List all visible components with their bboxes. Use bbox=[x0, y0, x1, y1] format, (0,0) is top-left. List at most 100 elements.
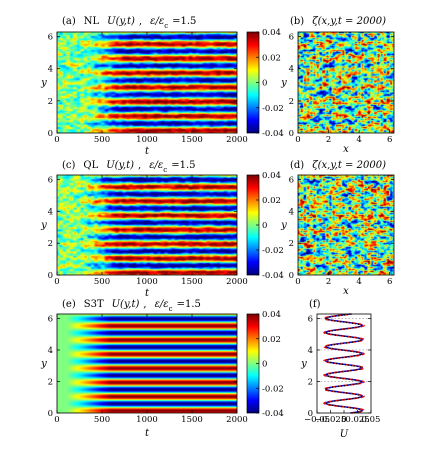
profile-ylabel: y bbox=[300, 359, 307, 370]
heatmap-ytick-label: 6 bbox=[48, 176, 53, 186]
vorticity-xtick-label: 6 bbox=[387, 135, 392, 145]
profile-xtick-label: −0.05 bbox=[304, 415, 330, 425]
heatmap-title-part: , bbox=[139, 16, 142, 27]
colorbar-tick-label: 0.04 bbox=[262, 28, 281, 38]
heatmap-title-part: c bbox=[169, 305, 173, 313]
heatmap-image bbox=[57, 314, 237, 413]
profile-xtick-label: 0.05 bbox=[362, 415, 381, 425]
heatmap-ytick-label: 4 bbox=[48, 207, 53, 217]
heatmap-ytick-label: 4 bbox=[48, 65, 53, 75]
heatmap-title: (c) QL U(y,t), ε/εc =1.5 bbox=[62, 160, 196, 174]
heatmap-ytick-label: 0 bbox=[48, 271, 53, 281]
colorbar-tick-label: -0.02 bbox=[262, 384, 284, 394]
heatmap-ytick-label: 2 bbox=[48, 97, 53, 107]
heatmap-title-part: (e) bbox=[62, 299, 76, 310]
vorticity-xlabel: x bbox=[343, 144, 349, 155]
heatmap-ylabel: y bbox=[40, 220, 47, 231]
vorticity-ytick-label: 4 bbox=[289, 207, 294, 217]
heatmap-title: (a) NL U(y,t), ε/εc =1.5 bbox=[62, 16, 196, 30]
heatmap-xtick-label: 1000 bbox=[136, 135, 158, 145]
colorbar-tick-label: -0.02 bbox=[262, 104, 284, 114]
colorbar-tick-label: 0.02 bbox=[262, 196, 281, 206]
profile-ytick-label: 4 bbox=[308, 346, 313, 356]
vorticity-axes bbox=[297, 174, 395, 276]
vorticity-ytick-label: 0 bbox=[289, 271, 294, 281]
vorticity-xlabel: x bbox=[343, 286, 349, 297]
vorticity-image bbox=[298, 32, 394, 133]
heatmap-title-part: =1.5 bbox=[171, 160, 195, 171]
profile-title: (f) bbox=[309, 299, 321, 310]
heatmap-xtick-label: 500 bbox=[94, 135, 110, 145]
vorticity-ylabel: y bbox=[280, 220, 287, 231]
profile-ytick-label: 6 bbox=[308, 314, 313, 324]
vorticity-image bbox=[298, 175, 394, 275]
heatmap-title-part: , bbox=[143, 299, 146, 310]
heatmap-image bbox=[57, 175, 237, 275]
panel-e: 0 500 1000 1500 2000 0 2 4 6 t y (e) S3T U(y,t), ε/εc =… bbox=[40, 299, 284, 439]
heatmap-xtick-label: 0 bbox=[54, 415, 59, 425]
heatmap-title-part: (a) bbox=[62, 16, 76, 27]
vorticity-xtick-label: 4 bbox=[356, 135, 361, 145]
profile-xtick-label: −0.025 bbox=[315, 415, 346, 425]
heatmap-image bbox=[57, 32, 237, 133]
vorticity-ylabel: y bbox=[280, 78, 287, 89]
vorticity-ytick-label: 0 bbox=[289, 129, 294, 139]
heatmap-xtick-label: 0 bbox=[54, 277, 59, 287]
heatmap-ytick-label: 0 bbox=[48, 129, 53, 139]
heatmap-title-part: U(y,t) bbox=[106, 160, 134, 171]
heatmap-ytick-label: 2 bbox=[48, 377, 53, 387]
profile-xlabel: U bbox=[340, 429, 349, 440]
heatmap-xtick-label: 2000 bbox=[226, 277, 248, 287]
heatmap-xtick-label: 1500 bbox=[181, 277, 203, 287]
vorticity-ytick-label: 2 bbox=[289, 239, 294, 249]
heatmap-xtick-label: 2000 bbox=[226, 135, 248, 145]
heatmap-xtick-label: 1500 bbox=[181, 135, 203, 145]
panel-b: 0 2 4 6 0 2 4 6 x y (b) ζ(x,y,t = 2000) bbox=[280, 16, 395, 155]
heatmap-xtick-label: 0 bbox=[54, 135, 59, 145]
vorticity-title-part: ζ(x,y,t = 2000) bbox=[312, 160, 386, 171]
colorbar-tick-label: -0.04 bbox=[262, 409, 284, 419]
heatmap-xtick-label: 1500 bbox=[181, 415, 203, 425]
colorbar-tick-label: 0.04 bbox=[262, 310, 281, 320]
heatmap-ytick-label: 6 bbox=[48, 314, 53, 324]
profile-series-line bbox=[326, 313, 362, 414]
heatmap-xlabel: t bbox=[145, 428, 150, 439]
vorticity-title: (b) ζ(x,y,t = 2000) bbox=[290, 16, 386, 27]
heatmap-title-part: S3T bbox=[84, 299, 104, 310]
heatmap-ytick-label: 6 bbox=[48, 33, 53, 43]
heatmap-ylabel: y bbox=[40, 78, 47, 89]
heatmap-xtick-label: 2000 bbox=[226, 415, 248, 425]
vorticity-xtick-label: 0 bbox=[295, 135, 300, 145]
vorticity-ytick-label: 2 bbox=[289, 97, 294, 107]
vorticity-title: (d) ζ(x,y,t = 2000) bbox=[290, 160, 386, 171]
profile-title-part: (f) bbox=[309, 299, 321, 310]
vorticity-xtick-label: 2 bbox=[326, 135, 331, 145]
colorbar-tick-label: 0.04 bbox=[262, 171, 281, 181]
heatmap-xlabel: t bbox=[145, 288, 150, 299]
colorbar-tick-label: 0 bbox=[262, 360, 267, 370]
heatmap-title-part: , bbox=[138, 160, 141, 171]
colorbar-tick-label: 0 bbox=[262, 79, 267, 89]
heatmap-title-part: QL bbox=[83, 160, 98, 171]
profile-ytick-label: 0 bbox=[308, 409, 313, 419]
heatmap-title-part: c bbox=[164, 22, 168, 30]
vorticity-ytick-label: 6 bbox=[289, 33, 294, 43]
heatmap-title-part: =1.5 bbox=[172, 16, 196, 27]
heatmap-xtick-label: 1000 bbox=[136, 277, 158, 287]
heatmap-title-part: ε/ε bbox=[150, 16, 164, 27]
colorbar-tick-label: 0 bbox=[262, 221, 267, 231]
panel-d: 0 2 4 6 0 2 4 6 x y (d) ζ(x,y,t = 2000) bbox=[280, 160, 395, 297]
vorticity-title-part: (d) bbox=[290, 160, 304, 171]
vorticity-xtick-label: 2 bbox=[326, 277, 331, 287]
vorticity-xtick-label: 4 bbox=[356, 277, 361, 287]
heatmap-xtick-label: 500 bbox=[94, 277, 110, 287]
panel-c: 0 500 1000 1500 2000 0 2 4 6 t y (c) QL U(y,t), ε/εc =1… bbox=[40, 160, 284, 299]
heatmap-title-part: U(y,t) bbox=[107, 16, 135, 27]
profile-ytick-label: 2 bbox=[308, 377, 313, 387]
vorticity-ytick-label: 4 bbox=[289, 65, 294, 75]
colorbar-tick-label: -0.04 bbox=[262, 129, 284, 139]
vorticity-axes bbox=[297, 31, 395, 134]
heatmap-title-part: ε/ε bbox=[149, 160, 163, 171]
heatmap-title-part: NL bbox=[84, 16, 100, 27]
